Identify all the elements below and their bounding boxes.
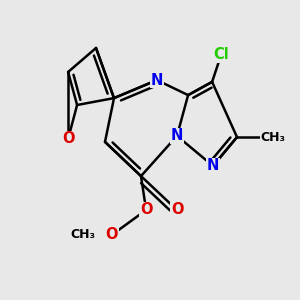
- Text: CH₃: CH₃: [260, 130, 286, 144]
- Text: Cl: Cl: [213, 47, 229, 62]
- Text: N: N: [207, 158, 219, 173]
- Text: O: O: [140, 202, 152, 217]
- Text: O: O: [171, 202, 183, 217]
- Text: O: O: [106, 227, 118, 242]
- Text: O: O: [62, 131, 74, 146]
- Text: CH₃: CH₃: [70, 228, 95, 242]
- Text: N: N: [151, 73, 163, 88]
- Text: N: N: [171, 128, 183, 143]
